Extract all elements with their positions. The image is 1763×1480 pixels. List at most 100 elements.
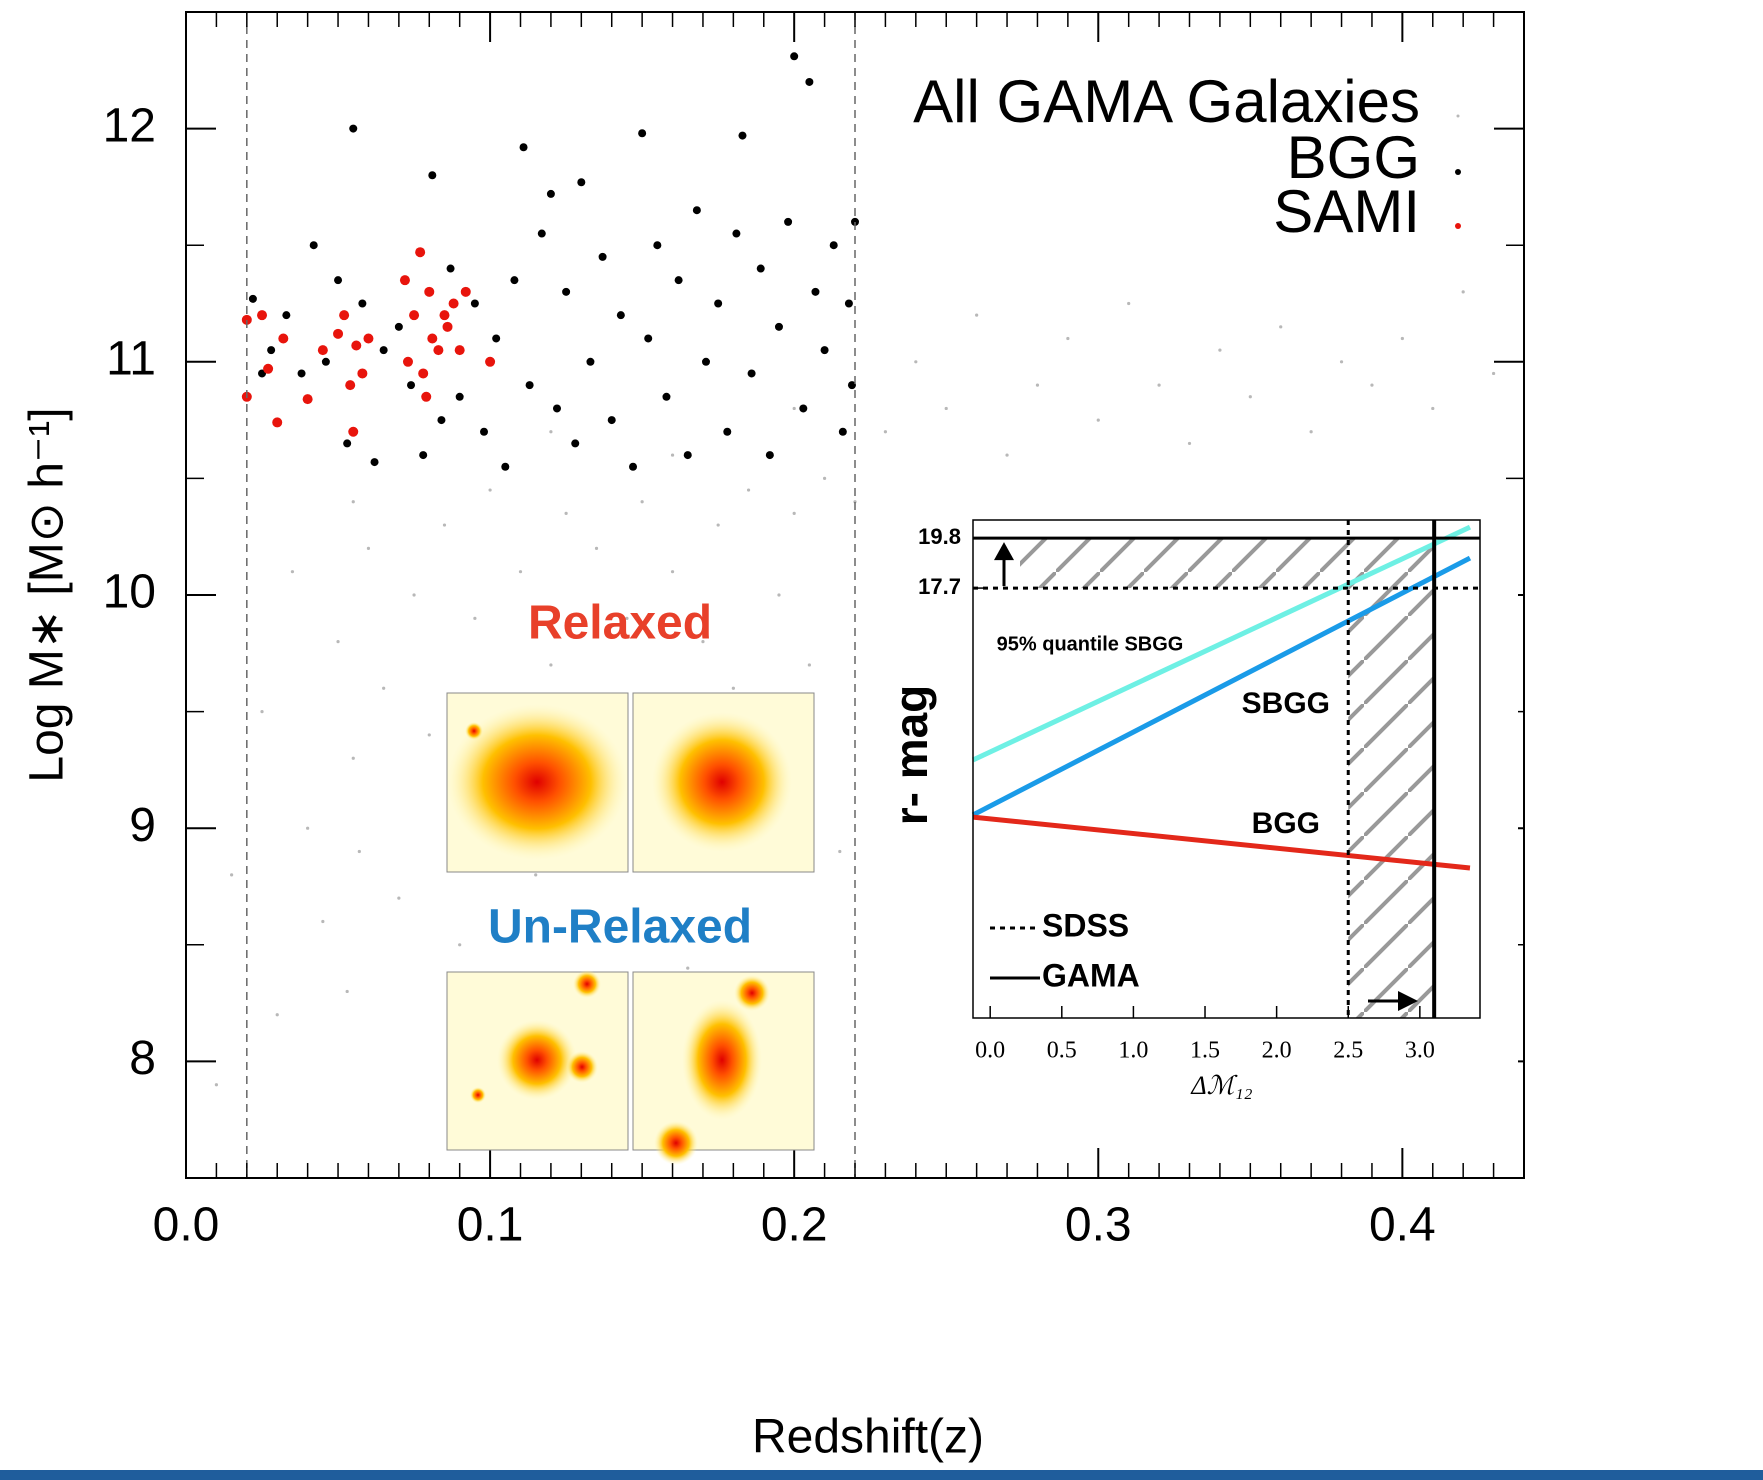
data-point bbox=[1491, 371, 1496, 376]
data-point bbox=[439, 310, 450, 321]
data-point bbox=[701, 640, 705, 644]
data-point bbox=[644, 334, 653, 343]
data-point bbox=[829, 241, 838, 250]
data-point bbox=[309, 241, 318, 250]
x-tick-label: 0.0 bbox=[975, 1038, 1005, 1064]
thumbnail bbox=[446, 692, 629, 873]
data-point bbox=[412, 593, 416, 597]
legend-marker bbox=[1455, 223, 1461, 229]
data-point bbox=[272, 417, 283, 428]
data-point bbox=[805, 77, 814, 86]
data-point bbox=[1400, 336, 1404, 341]
x-tick-label: 0.4 bbox=[1369, 1199, 1436, 1252]
data-point bbox=[1005, 453, 1009, 457]
data-point bbox=[351, 756, 355, 760]
data-point bbox=[282, 311, 291, 320]
data-point bbox=[501, 462, 510, 471]
legend-label: All GAMA Galaxies bbox=[913, 68, 1420, 135]
series-label: BGG bbox=[1252, 807, 1320, 840]
data-point bbox=[488, 488, 492, 492]
data-point bbox=[424, 286, 435, 297]
series-label: 95% quantile SBGG bbox=[997, 633, 1184, 655]
data-point bbox=[577, 178, 586, 187]
data-point bbox=[738, 131, 747, 140]
annotation: Relaxed bbox=[528, 597, 712, 650]
data-point bbox=[290, 570, 295, 574]
data-point bbox=[379, 346, 388, 355]
data-point bbox=[260, 710, 264, 714]
data-point bbox=[607, 416, 616, 425]
data-point bbox=[807, 663, 811, 667]
data-point bbox=[399, 275, 410, 286]
data-point bbox=[366, 546, 371, 550]
x-tick-label: 0.5 bbox=[1047, 1038, 1077, 1064]
data-point bbox=[1461, 290, 1465, 294]
data-point bbox=[811, 287, 820, 296]
data-point bbox=[586, 357, 595, 366]
data-point bbox=[549, 430, 553, 434]
legend-marker bbox=[1456, 114, 1460, 118]
data-point bbox=[257, 310, 268, 321]
data-point bbox=[460, 286, 471, 297]
data-point bbox=[714, 299, 723, 308]
data-point bbox=[278, 333, 289, 344]
x-axis-label: Δℳ₁₂ bbox=[1190, 1071, 1252, 1100]
x-tick-label: 0.1 bbox=[457, 1199, 524, 1252]
data-point bbox=[731, 686, 735, 690]
x-tick-label: 0.3 bbox=[1065, 1199, 1132, 1252]
data-point bbox=[670, 453, 675, 457]
series-line bbox=[971, 524, 1472, 763]
series-line bbox=[971, 555, 1472, 818]
data-point bbox=[571, 439, 580, 448]
data-point bbox=[732, 229, 741, 238]
legend-label: SAMI bbox=[1273, 178, 1420, 245]
data-point bbox=[402, 356, 413, 367]
data-point bbox=[470, 299, 479, 308]
data-point bbox=[455, 392, 464, 401]
data-point bbox=[492, 334, 501, 343]
data-point bbox=[774, 322, 783, 331]
data-point bbox=[616, 311, 625, 320]
data-point bbox=[214, 1083, 219, 1087]
legend-label: GAMA bbox=[1042, 957, 1140, 993]
data-point bbox=[518, 570, 523, 574]
data-point bbox=[241, 314, 252, 325]
inset-frame bbox=[972, 519, 1481, 1019]
data-point bbox=[339, 310, 350, 321]
x-tick-label: 1.0 bbox=[1118, 1038, 1148, 1064]
data-point bbox=[777, 593, 781, 597]
data-point bbox=[822, 476, 827, 480]
y-tick-label: 10 bbox=[103, 566, 156, 619]
arrow-head bbox=[994, 542, 1014, 561]
series-label: SBGG bbox=[1242, 687, 1330, 720]
data-point bbox=[397, 896, 401, 900]
data-point bbox=[407, 381, 416, 390]
data-point bbox=[1339, 360, 1344, 364]
x-tick-label: 0.2 bbox=[761, 1199, 828, 1252]
data-point bbox=[914, 360, 918, 364]
data-point bbox=[1157, 383, 1161, 387]
data-point bbox=[765, 451, 774, 460]
data-point bbox=[351, 340, 362, 351]
x-tick-label: 0.0 bbox=[153, 1199, 220, 1252]
y-tick-label: 9 bbox=[129, 799, 156, 852]
y-tick-label: 17.7 bbox=[918, 574, 961, 599]
data-point bbox=[321, 919, 325, 924]
data-point bbox=[799, 404, 808, 413]
data-point bbox=[446, 264, 455, 273]
data-point bbox=[485, 356, 496, 367]
data-point bbox=[302, 394, 313, 405]
hatch bbox=[1020, 538, 1349, 589]
legend-marker bbox=[1455, 169, 1461, 175]
data-point bbox=[746, 488, 751, 492]
data-point bbox=[1370, 383, 1374, 387]
data-point bbox=[683, 451, 692, 460]
data-point bbox=[351, 500, 355, 504]
bottom-strip bbox=[0, 1470, 1763, 1480]
data-point bbox=[546, 189, 555, 198]
data-point bbox=[419, 451, 428, 460]
data-point bbox=[421, 391, 432, 402]
data-point bbox=[1279, 325, 1283, 329]
data-point bbox=[598, 252, 607, 261]
